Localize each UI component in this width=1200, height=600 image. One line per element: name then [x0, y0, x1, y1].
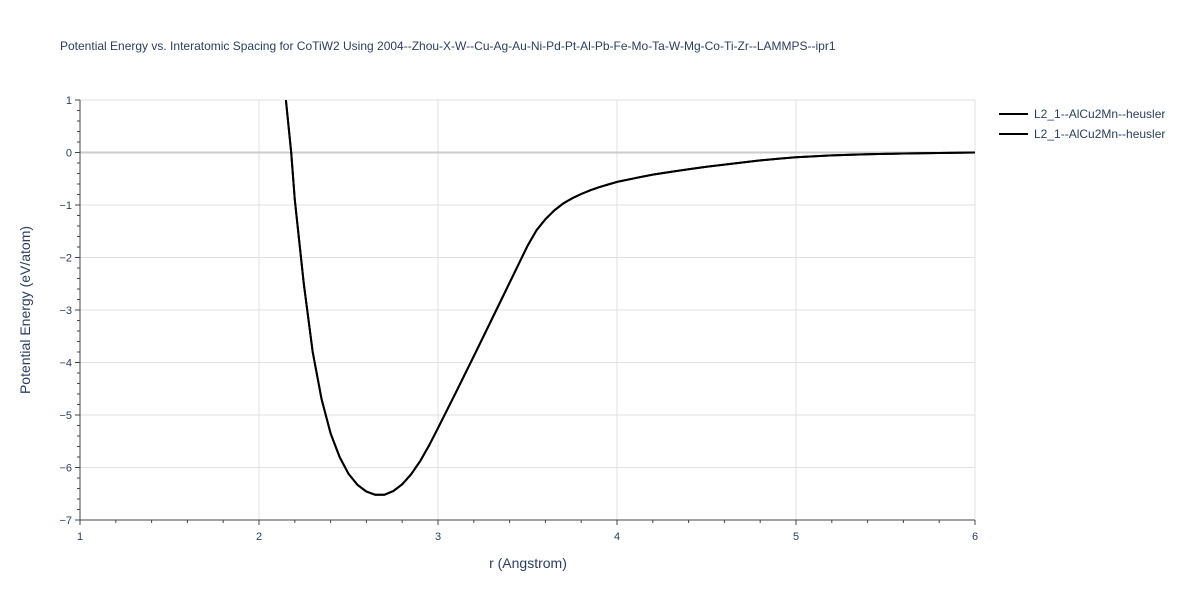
x-tick-label: 3	[435, 531, 441, 543]
axes: 1 2 3 4 5 6 1 0 −1 −2 −3 −4 −5 −6 −7	[59, 95, 978, 543]
x-axis-title: r (Angstrom)	[489, 555, 567, 571]
y-tick-label: 0	[66, 148, 72, 160]
y-tick-label: −3	[59, 305, 72, 317]
y-tick-label: −2	[59, 253, 72, 265]
x-tick-label: 4	[614, 531, 620, 543]
y-tick-label: 1	[66, 95, 72, 107]
legend-item-2[interactable]: L2_1--AlCu2Mn--heusler	[999, 127, 1165, 141]
legend-item-1[interactable]: L2_1--AlCu2Mn--heusler	[999, 107, 1165, 121]
y-tick-label: −6	[59, 463, 72, 475]
y-axis-title: Potential Energy (eV/atom)	[17, 226, 33, 394]
x-tick-label: 1	[77, 531, 83, 543]
grid	[80, 99, 976, 520]
x-tick-label: 5	[793, 531, 799, 543]
y-tick-label: −1	[59, 200, 72, 212]
series-line-1	[284, 100, 975, 496]
x-tick-label: 6	[972, 531, 978, 543]
legend-label: L2_1--AlCu2Mn--heusler	[1034, 107, 1165, 121]
legend[interactable]: L2_1--AlCu2Mn--heusler L2_1--AlCu2Mn--heu…	[999, 107, 1165, 141]
y-tick-label: −5	[59, 410, 72, 422]
series-line-2	[284, 100, 975, 496]
chart-title: Potential Energy vs. Interatomic Spacing…	[60, 39, 836, 53]
x-tick-label: 2	[256, 531, 262, 543]
y-tick-label: −7	[59, 515, 72, 527]
plot-area	[284, 100, 975, 496]
legend-label: L2_1--AlCu2Mn--heusler	[1034, 127, 1165, 141]
y-tick-label: −4	[59, 358, 72, 370]
